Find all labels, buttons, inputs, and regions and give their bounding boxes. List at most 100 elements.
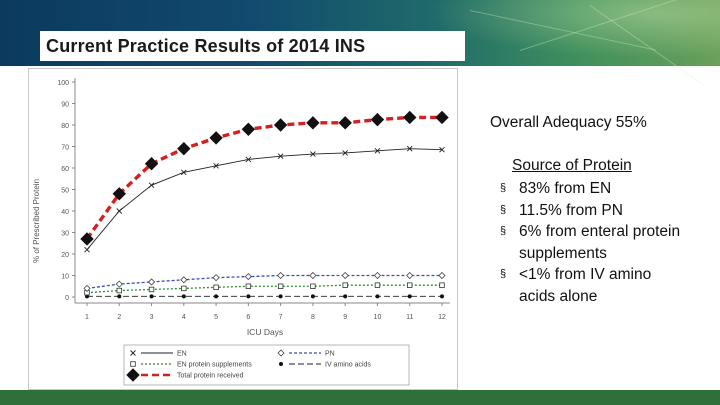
data-point bbox=[438, 271, 446, 280]
data-point bbox=[407, 294, 412, 299]
data-point bbox=[245, 156, 252, 163]
data-point bbox=[117, 294, 122, 299]
list-item-text: 83% from EN bbox=[519, 180, 612, 197]
list-item: § 11.5% from PN bbox=[470, 200, 690, 222]
data-point bbox=[241, 122, 256, 137]
data-point bbox=[279, 362, 283, 366]
list-item: § 6% from enteral protein supplements bbox=[470, 221, 690, 264]
slide-title: Current Practice Results of 2014 INS bbox=[46, 36, 366, 56]
chart-legend: EN PN EN protein supplements IV amino acids… bbox=[123, 344, 410, 386]
data-point bbox=[306, 116, 320, 130]
data-point bbox=[115, 280, 123, 288]
data-point bbox=[407, 282, 413, 288]
source-list: § 83% from EN § 11.5% from PN § 6% from ent… bbox=[470, 178, 690, 308]
data-point bbox=[342, 282, 348, 288]
list-item-text: 6% from enteral protein supplements bbox=[519, 223, 681, 262]
data-point bbox=[310, 151, 316, 157]
data-point bbox=[406, 145, 413, 152]
data-point bbox=[341, 271, 349, 280]
y-tick-label: 70 bbox=[61, 145, 69, 152]
y-tick-label: 20 bbox=[61, 252, 69, 259]
series-line bbox=[86, 284, 442, 294]
data-point bbox=[310, 294, 315, 299]
data-point bbox=[439, 146, 445, 153]
list-item: § 83% from EN bbox=[470, 178, 690, 200]
legend-item: Total protein received bbox=[126, 368, 244, 382]
data-point bbox=[277, 271, 285, 280]
legend-label: PN bbox=[325, 351, 335, 358]
source-heading: Source of Protein bbox=[512, 157, 632, 174]
bullet-icon: § bbox=[500, 268, 507, 281]
y-tick-label: 90 bbox=[61, 102, 69, 109]
data-point bbox=[277, 349, 285, 357]
slide-footer bbox=[0, 390, 720, 405]
data-point bbox=[338, 116, 352, 130]
data-point bbox=[403, 110, 417, 125]
data-point bbox=[374, 147, 381, 154]
data-point bbox=[147, 278, 156, 286]
protein-chart: 0 10 20 30 40 50 60 70 80 90 100 1 2 3 4 5 6 7 8 9 10 11 12 % … bbox=[28, 68, 458, 390]
data-point bbox=[80, 232, 94, 246]
legend-item: PN bbox=[277, 349, 335, 358]
adequacy-text: Overall Adequacy 55% bbox=[490, 114, 647, 131]
data-point bbox=[130, 361, 136, 367]
y-tick-label: 0 bbox=[65, 295, 69, 302]
data-point bbox=[440, 294, 444, 299]
series-line bbox=[86, 148, 443, 250]
bullet-icon: § bbox=[500, 182, 507, 194]
x-tick-label: 10 bbox=[374, 314, 382, 321]
legend-item: IV amino acids bbox=[279, 362, 371, 369]
data-point bbox=[83, 284, 91, 292]
series-pn bbox=[83, 271, 446, 292]
data-point bbox=[244, 273, 252, 281]
data-point bbox=[112, 187, 126, 201]
list-item: § <1% from IV amino acids alone bbox=[470, 264, 690, 307]
data-point bbox=[213, 163, 219, 169]
x-tick-label: 11 bbox=[406, 314, 413, 321]
data-point bbox=[180, 169, 187, 176]
y-tick-label: 40 bbox=[61, 209, 69, 216]
data-point bbox=[148, 182, 155, 189]
data-point bbox=[439, 282, 445, 288]
list-item-text: 11.5% from PN bbox=[519, 201, 623, 219]
x-tick-label: 4 bbox=[182, 314, 186, 321]
data-point bbox=[144, 156, 159, 171]
bullet-icon: § bbox=[500, 225, 507, 238]
data-point bbox=[214, 294, 219, 299]
data-point bbox=[116, 287, 122, 294]
data-point bbox=[310, 283, 316, 289]
x-tick-label: 9 bbox=[343, 314, 347, 321]
data-point bbox=[126, 368, 140, 382]
title-box bbox=[40, 31, 465, 61]
x-tick-label: 7 bbox=[279, 314, 283, 321]
chart-series bbox=[80, 110, 449, 299]
data-point bbox=[277, 283, 284, 289]
legend-label: Total protein received bbox=[177, 373, 244, 380]
data-point bbox=[374, 282, 381, 288]
data-point bbox=[370, 112, 385, 127]
data-point bbox=[246, 294, 251, 299]
data-point bbox=[245, 283, 252, 289]
series-line bbox=[86, 274, 442, 290]
data-point bbox=[180, 276, 188, 284]
legend-label: EN bbox=[177, 351, 187, 358]
data-point bbox=[343, 294, 348, 299]
x-tick-label: 5 bbox=[214, 314, 218, 321]
x-tick-label: 8 bbox=[311, 314, 315, 321]
x-tick-label: 2 bbox=[117, 314, 121, 321]
data-point bbox=[212, 274, 220, 282]
data-point bbox=[278, 294, 283, 299]
data-point bbox=[309, 271, 317, 280]
data-point bbox=[149, 294, 154, 299]
y-tick-label: 100 bbox=[57, 80, 69, 87]
y-tick-label: 80 bbox=[61, 123, 69, 130]
y-tick-label: 60 bbox=[61, 166, 69, 173]
data-point bbox=[375, 294, 380, 299]
y-tick-label: 30 bbox=[61, 231, 69, 238]
x-tick-label: 3 bbox=[150, 314, 154, 321]
data-point bbox=[342, 150, 349, 156]
list-item-text: <1% from IV amino acids alone bbox=[519, 266, 652, 305]
data-point bbox=[130, 350, 136, 356]
legend-item: EN protein supplements bbox=[130, 361, 252, 369]
data-point bbox=[84, 246, 90, 253]
